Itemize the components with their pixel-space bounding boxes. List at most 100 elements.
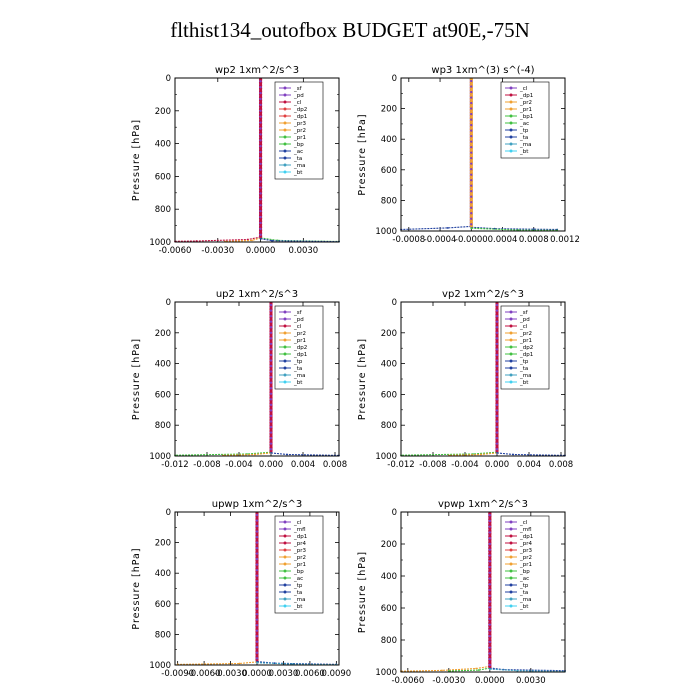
series-marker <box>256 661 258 664</box>
chart-title: up2 1xm^2/s^3 <box>216 289 298 300</box>
legend-marker <box>283 569 287 573</box>
series-marker <box>259 80 262 83</box>
series-marker <box>495 326 499 329</box>
legend-label: _sf <box>293 86 303 92</box>
legend-label: _cl <box>293 520 302 526</box>
series-marker <box>495 342 499 346</box>
legend-marker <box>509 338 513 342</box>
legend-marker <box>509 569 513 573</box>
legend-marker <box>283 149 287 153</box>
legend-label: _pr1 <box>293 135 306 141</box>
series-marker <box>269 381 273 384</box>
series-marker <box>470 134 473 138</box>
series-marker <box>470 184 473 187</box>
series-marker <box>488 542 492 546</box>
y-tick-label: 0 <box>166 508 171 518</box>
series-line-surface <box>400 225 472 231</box>
series-marker <box>259 233 262 236</box>
legend-label: _tp <box>519 359 529 365</box>
y-axis-label: Pressure [hPa] <box>131 338 142 420</box>
x-tick-label: -0.004 <box>225 460 252 470</box>
series-marker <box>470 140 473 143</box>
y-tick-label: 800 <box>155 205 171 215</box>
series-marker <box>255 601 259 605</box>
legend-label: _ac <box>519 121 529 127</box>
chart-panel-wp3: wp3 1xm^(3) s^(-4) Pressure [hPa] 0 200 400 6… <box>357 65 580 245</box>
legend-marker <box>509 128 513 132</box>
legend-label: _ma <box>293 597 305 603</box>
legend-label: _pr4 <box>293 541 307 547</box>
legend-label: _ma <box>519 597 531 603</box>
series-marker <box>495 364 499 368</box>
y-tick-label: 200 <box>155 329 171 339</box>
y-tick-label: 600 <box>155 172 171 182</box>
x-tick-label: -0.0008 <box>392 235 425 245</box>
series-marker <box>259 221 262 225</box>
legend-marker <box>283 576 287 580</box>
x-tick-label: -0.0060 <box>188 669 221 679</box>
legend-label: _cl <box>519 86 528 92</box>
series-marker <box>495 398 499 401</box>
series-marker <box>470 129 473 132</box>
series-marker <box>269 314 273 318</box>
legend-label: _sf <box>519 310 529 316</box>
legend-marker <box>283 310 287 314</box>
y-axis-label: Pressure [hPa] <box>357 551 368 633</box>
series-marker <box>470 212 473 215</box>
legend-marker <box>509 597 513 601</box>
legend-marker <box>283 86 287 90</box>
legend-label: _pr2 <box>293 555 306 561</box>
series-marker <box>246 238 249 241</box>
series-marker <box>259 227 262 231</box>
series-marker <box>488 560 492 563</box>
legend-marker <box>283 317 287 321</box>
series-marker <box>488 623 492 626</box>
series-marker <box>255 635 259 638</box>
x-tick-label: -0.0060 <box>159 246 192 256</box>
plot-frame <box>174 77 340 243</box>
series-marker <box>269 320 273 323</box>
legend-label: _tp <box>519 583 529 589</box>
legend-marker <box>509 107 513 111</box>
series-marker <box>488 617 492 621</box>
legend-label: _dp2 <box>519 345 533 351</box>
series-marker <box>269 436 273 440</box>
y-tick-label: 400 <box>381 360 397 370</box>
legend-label: _pr2 <box>293 331 306 337</box>
series-marker <box>255 607 259 610</box>
y-tick-label: 600 <box>381 390 397 400</box>
y-tick-label: 1000 <box>149 238 171 248</box>
series-marker <box>271 239 273 242</box>
legend-marker <box>509 93 513 97</box>
series-marker <box>255 629 259 632</box>
series-marker <box>255 530 259 533</box>
x-tick-label: -0.012 <box>161 460 188 470</box>
x-tick-label: 0.008 <box>323 460 347 470</box>
y-axis-label: Pressure [hPa] <box>131 547 142 629</box>
legend-label: _ma <box>293 373 305 379</box>
series-marker <box>259 115 262 118</box>
y-tick-label: 0 <box>166 298 171 308</box>
y-tick-label: 0 <box>392 298 397 308</box>
series-marker <box>470 223 473 226</box>
series-marker <box>470 179 473 182</box>
series-marker <box>259 192 262 195</box>
legend-marker <box>509 345 513 349</box>
series-marker <box>470 90 473 94</box>
legend-marker <box>509 100 513 104</box>
series-marker <box>269 420 273 423</box>
series-marker <box>255 568 259 572</box>
chart-panel-up2: up2 1xm^2/s^3 Pressure [hPa] 0 200 400 600 800… <box>131 289 347 470</box>
y-tick-label: 200 <box>155 539 171 549</box>
series-marker <box>259 85 262 89</box>
x-tick-label: 0.0060 <box>295 669 325 679</box>
y-tick-label: 600 <box>155 390 171 400</box>
series-marker <box>259 133 262 136</box>
series-marker <box>447 670 450 672</box>
plot-frame <box>400 77 566 232</box>
legend-label: _bt <box>519 149 529 155</box>
legend-marker <box>509 534 513 538</box>
x-tick-label: 0.000 <box>485 460 509 470</box>
legend-marker <box>283 366 287 370</box>
